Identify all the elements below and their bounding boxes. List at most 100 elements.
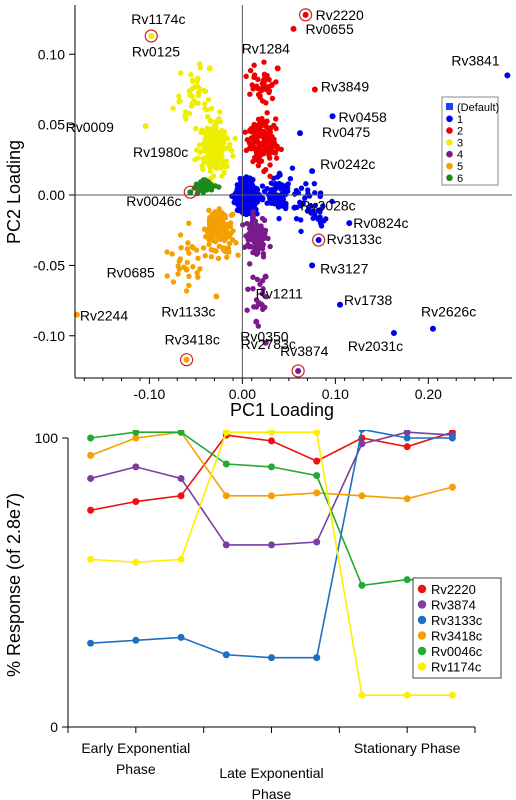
- y-tick-label: 0.10: [38, 46, 65, 62]
- scatter-point: [224, 145, 231, 151]
- scatter-point: [195, 274, 201, 280]
- scatter-point: [252, 218, 259, 224]
- gene-label-rv0009: Rv0009: [66, 119, 114, 135]
- scatter-point: [212, 230, 218, 236]
- legend-entry-label: 3: [457, 137, 463, 149]
- scatter-point: [265, 235, 271, 242]
- scatter-point: [261, 80, 267, 86]
- scatter-point: [204, 129, 210, 135]
- scatter-point: [252, 154, 258, 161]
- gene-label-rv0655: Rv0655: [306, 21, 354, 37]
- scatter-point-rv1133c: [213, 293, 220, 300]
- legend-marker: [446, 174, 453, 182]
- scatter-point: [212, 144, 219, 150]
- scatter-point-rv3127: [309, 262, 316, 269]
- scatter-point: [230, 153, 236, 159]
- scatter-point: [271, 143, 278, 150]
- scatter-point: [250, 145, 256, 151]
- gene-label-rv0824c: Rv0824c: [353, 215, 408, 231]
- scatter-point: [317, 214, 323, 220]
- scatter-point: [248, 135, 255, 141]
- gene-label-rv3133c: Rv3133c: [327, 231, 382, 247]
- scatter-point-rv0655: [290, 25, 297, 32]
- scatter-point: [273, 155, 280, 161]
- scatter-point: [223, 158, 229, 164]
- series-point-rv3133c: [268, 654, 275, 662]
- scatter-point: [274, 174, 281, 180]
- scatter-point: [247, 196, 253, 202]
- scatter-point: [207, 168, 214, 174]
- scatter-point: [269, 95, 276, 102]
- scatter-point: [183, 116, 189, 122]
- scatter-point: [195, 100, 201, 106]
- scatter-point: [195, 75, 201, 81]
- series-point-rv3418c: [268, 492, 275, 500]
- scatter-point: [196, 181, 203, 188]
- highlight-circle: [298, 8, 313, 22]
- scatter-point: [232, 135, 238, 142]
- scatter-point: [201, 184, 207, 191]
- line-legend-marker: [417, 662, 427, 671]
- scatter-point-rv1738: [336, 301, 343, 308]
- scatter-point: [213, 248, 219, 254]
- series-point-rv1174c: [87, 555, 95, 563]
- scatter-point: [186, 282, 192, 289]
- scatter-point: [268, 180, 275, 186]
- scatter-point: [321, 218, 327, 224]
- scatter-point: [258, 120, 264, 127]
- scatter-point: [231, 199, 237, 206]
- scatter-point: [186, 273, 192, 280]
- scatter-point: [261, 59, 267, 65]
- gene-label-rv3874: Rv3874: [280, 343, 328, 359]
- scatter-point: [257, 92, 263, 99]
- scatter-point: [250, 285, 256, 292]
- scatter-point-rv1284: [274, 65, 281, 72]
- scatter-point: [251, 185, 257, 191]
- series-point-rv3874: [222, 541, 230, 549]
- gene-label-rv3127: Rv3127: [320, 260, 368, 276]
- scatter-point: [250, 249, 256, 256]
- scatter-point: [164, 273, 170, 279]
- scatter-point: [262, 304, 268, 310]
- highlight-circle: [291, 364, 305, 378]
- scatter-point: [201, 141, 207, 147]
- scatter-point: [273, 116, 279, 122]
- scatter-point-rv0824c: [346, 220, 353, 227]
- series-point-rv3418c: [87, 451, 95, 459]
- scatter-point: [190, 264, 196, 270]
- scatter-point: [184, 246, 191, 252]
- scatter-point: [259, 290, 265, 297]
- scatter-point: [224, 254, 230, 260]
- scatter-point: [201, 87, 207, 94]
- scatter-point: [233, 240, 239, 246]
- scatter-point: [292, 191, 298, 197]
- scatter-point: [260, 286, 266, 292]
- scatter-point-rv0125: [206, 65, 213, 72]
- scatter-point: [176, 258, 182, 264]
- scatter-point: [264, 110, 270, 116]
- scatter-point: [259, 98, 266, 104]
- scatter-point: [311, 180, 318, 187]
- scatter-point: [298, 228, 304, 235]
- series-point-rv1174c: [448, 691, 456, 699]
- line-x-category-label: Phase: [116, 761, 156, 777]
- scatter-point: [257, 240, 263, 246]
- scatter-point: [224, 222, 230, 229]
- scatter-point: [206, 143, 212, 149]
- scatter-point: [177, 232, 184, 238]
- scatter-point: [200, 245, 207, 251]
- scatter-point: [214, 157, 220, 163]
- series-point-rv1174c: [177, 555, 185, 563]
- gene-label-rv3849: Rv3849: [321, 78, 369, 94]
- scatter-point: [305, 187, 311, 193]
- scatter-point: [226, 240, 233, 247]
- scatter-point: [246, 205, 252, 212]
- gene-label-rv0350: Rv0350: [240, 329, 288, 345]
- scatter-point: [259, 277, 266, 284]
- legend-marker: [446, 162, 453, 170]
- gene-label-rv1284: Rv1284: [242, 40, 290, 56]
- scatter-point: [320, 203, 326, 209]
- scatter-point: [228, 212, 235, 218]
- scatter-point: [208, 137, 214, 143]
